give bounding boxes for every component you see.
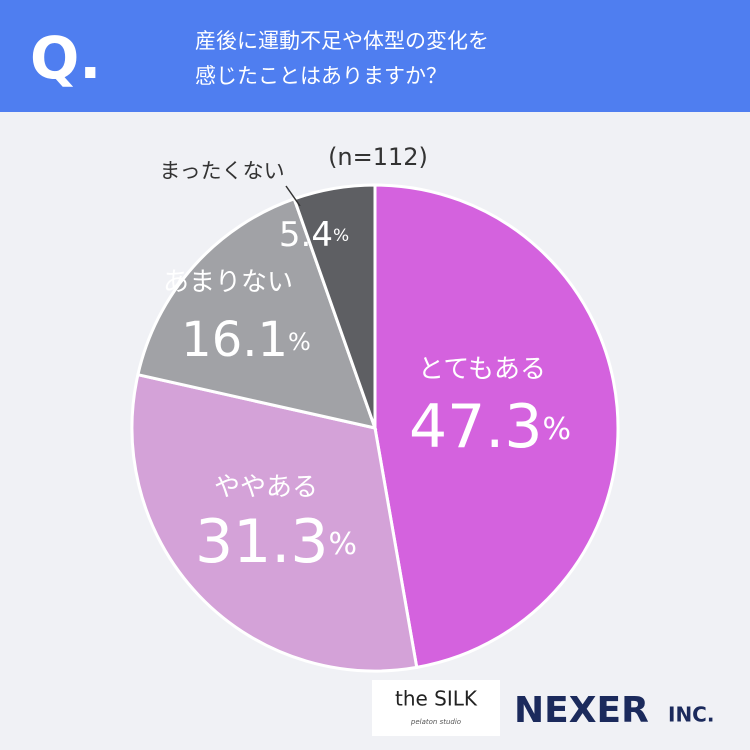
category-label: まったくない [159, 159, 284, 183]
pie [130, 183, 620, 673]
silk-logo: the SILK [395, 687, 478, 711]
silk-logo-box [372, 680, 500, 736]
category-label: とてもある [418, 355, 546, 385]
leader-line [285, 185, 301, 207]
sample-note: (n=112) [328, 143, 428, 171]
value-label: 47.3% [409, 392, 571, 462]
pie-slice [130, 372, 419, 673]
value-label: 5.4% [279, 215, 349, 255]
question-line: 感じたことはありますか？ [195, 64, 447, 88]
nexer-suffix: INC. [668, 703, 714, 727]
category-label: ややある [214, 473, 318, 503]
value-label: 16.1% [181, 312, 311, 368]
question-line: 産後に運動不足や体型の変化を [195, 29, 489, 53]
value-label: 31.3% [195, 507, 357, 577]
pie-slice [136, 196, 378, 431]
category-label: あまりない [163, 268, 293, 298]
nexer-logo: NEXER [514, 690, 649, 731]
pie-slice [373, 183, 620, 670]
silk-sub: pelaton studio [410, 718, 461, 726]
header-band [0, 0, 750, 112]
q-mark: Q. [30, 24, 101, 92]
